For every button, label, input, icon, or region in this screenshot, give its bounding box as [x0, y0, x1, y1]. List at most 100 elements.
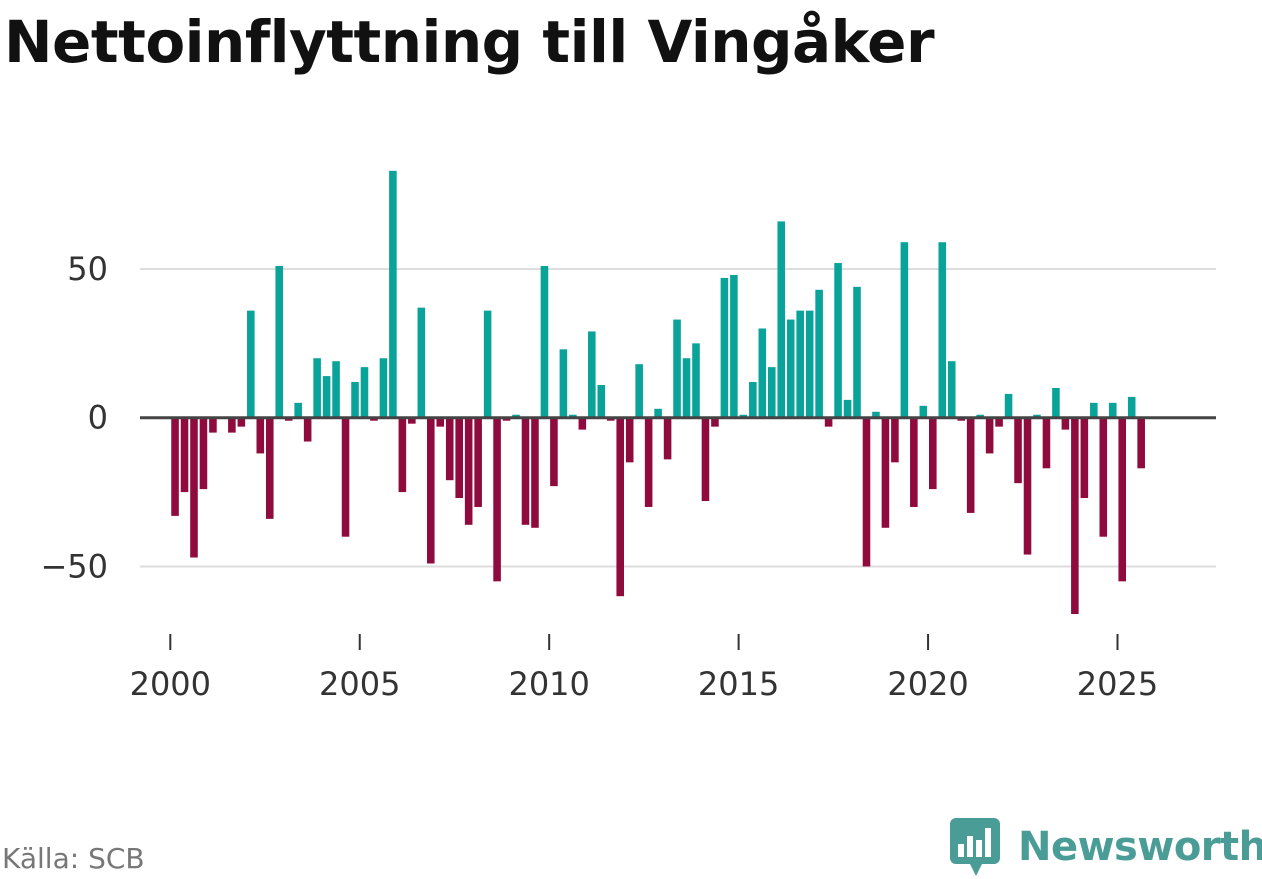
bar: [313, 358, 321, 418]
bar: [805, 310, 814, 418]
bar: [919, 405, 928, 418]
bar: [720, 277, 729, 418]
bar: [351, 382, 359, 418]
bar: [389, 170, 397, 418]
bar: [966, 417, 975, 513]
bar: [758, 328, 767, 418]
bar: [322, 376, 331, 418]
y-tick-label: 0: [88, 399, 108, 437]
bar: [483, 310, 492, 418]
bar: [1127, 396, 1136, 418]
bars: [171, 170, 1145, 615]
bar: [1108, 402, 1117, 418]
bar: [853, 286, 861, 418]
bar: [1014, 417, 1022, 484]
bar: [1061, 417, 1070, 430]
bar: [398, 417, 407, 493]
bar: [995, 417, 1003, 427]
bar: [303, 417, 312, 442]
bar: [436, 417, 445, 427]
bar: [1004, 393, 1013, 418]
bar: [445, 417, 454, 481]
bar: [749, 382, 757, 418]
bar: [294, 402, 302, 418]
bar: [900, 242, 909, 418]
bar: [692, 343, 700, 418]
bar: [190, 417, 198, 558]
bar: [862, 417, 871, 567]
bar: [985, 417, 994, 454]
bar: [341, 417, 350, 537]
bar: [379, 358, 388, 418]
bar: [663, 417, 672, 460]
bar: [360, 367, 369, 418]
x-tick-label: 2005: [319, 665, 400, 703]
bar: [777, 221, 786, 418]
bar: [256, 417, 265, 454]
bar: [540, 266, 549, 418]
bar: [796, 310, 804, 418]
bar: [332, 361, 340, 418]
bar: [171, 417, 179, 516]
brand-name: Newsworthy: [1018, 824, 1262, 870]
bar: [1090, 402, 1098, 418]
bar: [872, 411, 880, 418]
bar: [247, 310, 255, 418]
y-tick-label: 50: [67, 250, 108, 288]
bar: [1118, 417, 1127, 582]
bar: [824, 417, 833, 427]
x-tick-label: 2000: [130, 665, 211, 703]
bar: [635, 364, 643, 418]
bar: [474, 417, 482, 507]
bar: [464, 417, 473, 525]
bar: [701, 417, 710, 502]
bar: [910, 417, 918, 507]
bar: [531, 417, 539, 528]
bar: [843, 399, 852, 418]
bar: [673, 319, 681, 418]
bar: [815, 289, 823, 418]
bar: [180, 417, 189, 493]
bar: [625, 417, 634, 463]
bar: [1137, 417, 1145, 469]
x-tick-label: 2010: [508, 665, 589, 703]
bar: [408, 417, 416, 424]
bar: [891, 417, 899, 463]
bar: [644, 417, 653, 507]
bar: [947, 361, 956, 418]
bar: [550, 417, 558, 487]
bar: [237, 417, 246, 427]
bar: [417, 307, 426, 418]
bar: [199, 417, 208, 490]
bar: [1099, 417, 1108, 537]
bar: [578, 417, 587, 430]
bar: [455, 417, 463, 499]
bar: [426, 417, 435, 564]
bar: [265, 417, 274, 519]
x-tick-label: 2020: [887, 665, 968, 703]
bar: [1052, 387, 1060, 418]
bar: [597, 385, 606, 418]
chart-title: Nettoinflyttning till Vingåker: [4, 8, 935, 76]
bar: [616, 417, 625, 597]
bar: [834, 263, 842, 418]
bar: [209, 417, 217, 433]
y-axis: −50 0 50: [40, 250, 108, 585]
bar: [1071, 417, 1079, 615]
bar: [938, 242, 947, 418]
bar: [1080, 417, 1089, 499]
bar: [682, 358, 691, 418]
bar: [521, 417, 530, 525]
bar: [228, 417, 236, 433]
x-tick-label: 2025: [1077, 665, 1158, 703]
newsworthy-logo-icon: [950, 818, 1000, 876]
bar: [559, 349, 568, 418]
bar: [654, 408, 662, 418]
x-tick-label: 2015: [698, 665, 779, 703]
bar: [588, 331, 596, 418]
bar: [786, 319, 795, 418]
brand-logo: Newsworthy: [950, 818, 1262, 876]
bar: [881, 417, 890, 528]
bar: [730, 274, 738, 418]
